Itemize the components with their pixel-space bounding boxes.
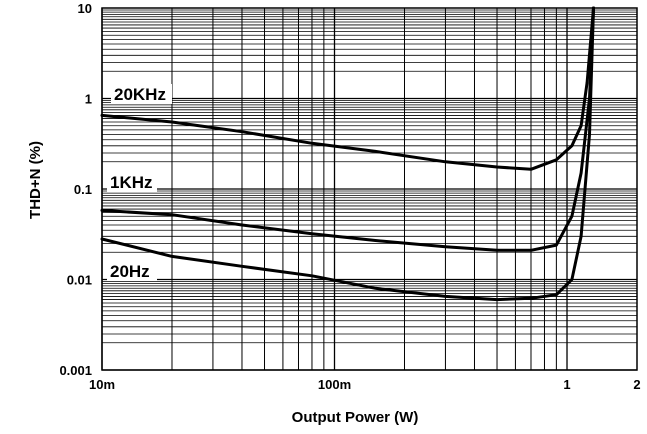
y-tick-label: 0.1	[74, 182, 92, 197]
x-tick-label: 2	[633, 377, 640, 392]
y-tick-label: 10	[78, 1, 92, 16]
x-tick-label: 100m	[318, 377, 351, 392]
series-line-1khz	[100, 6, 595, 252]
y-tick-label: 1	[85, 92, 92, 107]
x-tick-labels: 10m 100m 1 2	[89, 377, 641, 392]
grid	[101, 8, 638, 371]
series-label-20khz: 20KHz	[114, 85, 166, 104]
series-label-background	[111, 84, 172, 104]
series-lines	[100, 6, 595, 302]
x-tick-label: 10m	[89, 377, 115, 392]
y-tick-label: 0.01	[67, 273, 92, 288]
plot-frame	[101, 7, 638, 371]
x-axis-title: Output Power (W)	[292, 409, 419, 426]
y-tick-label: 0.001	[59, 363, 92, 378]
series-label-1khz: 1KHz	[110, 173, 153, 192]
series-line-20hz	[100, 6, 595, 302]
x-tick-label: 1	[563, 377, 570, 392]
series-labels: 20KHz 1KHz 20Hz	[107, 84, 172, 281]
y-axis-title: THD+N (%)	[27, 141, 44, 219]
series-label-background	[107, 261, 157, 281]
y-tick-labels: 0.001 0.01 0.1 1 10	[59, 1, 92, 378]
series-label-20hz: 20Hz	[110, 262, 150, 281]
series-line-20khz	[100, 6, 595, 171]
series-label-background	[107, 172, 157, 192]
